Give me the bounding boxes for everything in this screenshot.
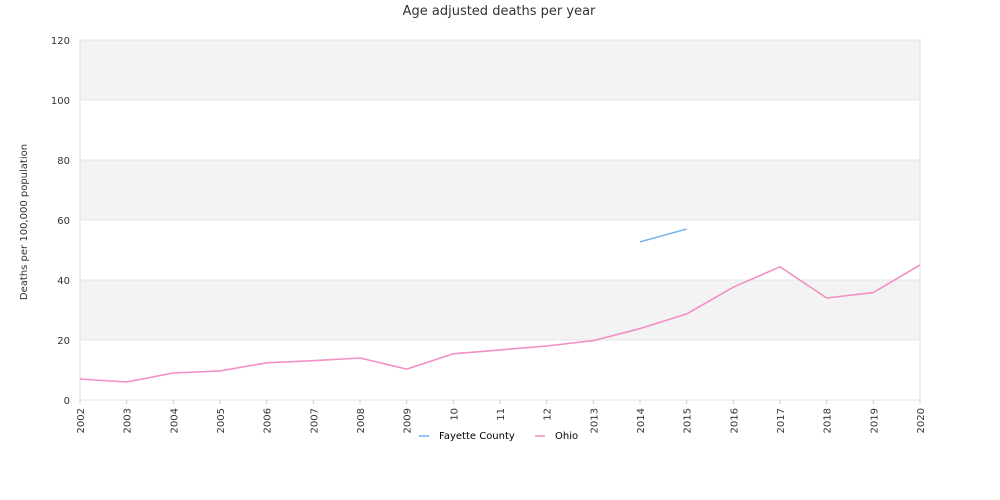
grid-band xyxy=(80,280,920,340)
series-line-ohio xyxy=(79,264,921,383)
grid-band xyxy=(80,40,920,100)
legend: Fayette County Ohio xyxy=(419,431,578,442)
x-tick-label: 2016 xyxy=(729,408,740,433)
y-tick-label: 20 xyxy=(57,336,70,347)
x-tick-label: 2008 xyxy=(356,408,367,433)
legend-label: Fayette County xyxy=(439,431,515,442)
x-tick-label: 2017 xyxy=(776,408,787,433)
grid-band xyxy=(80,100,920,160)
x-tick-label: 2002 xyxy=(76,408,87,433)
x-tick-label: 2005 xyxy=(216,408,227,433)
series-group xyxy=(79,228,921,383)
y-tick-label: 80 xyxy=(57,156,70,167)
y-axis-ticks: 0 20 40 60 80 100 120 xyxy=(51,36,70,407)
x-tick-label: 2013 xyxy=(589,408,600,433)
x-tick-label: 2003 xyxy=(123,408,134,433)
grid-bands xyxy=(80,40,920,400)
grid-band xyxy=(80,220,920,280)
legend-label: Ohio xyxy=(555,431,578,442)
x-tick-label: 11 xyxy=(496,408,507,421)
y-tick-label: 100 xyxy=(51,96,70,107)
x-tick-label: 2014 xyxy=(636,408,647,433)
x-axis-ticks: 2002 2003 2004 2005 2006 2007 2008 2009 10 11 12 20… xyxy=(76,400,927,433)
grid-band xyxy=(80,340,920,400)
y-tick-label: 120 xyxy=(51,36,70,47)
x-tick-label: 2006 xyxy=(263,408,274,433)
x-tick-label: 12 xyxy=(543,408,554,421)
y-axis-label: Deaths per 100,000 population xyxy=(19,144,30,300)
y-tick-label: 40 xyxy=(57,276,70,287)
x-tick-label: 2019 xyxy=(869,408,880,433)
x-tick-label: 2018 xyxy=(823,408,834,433)
x-tick-label: 2007 xyxy=(309,408,320,433)
grid-band xyxy=(80,160,920,220)
x-tick-label: 2020 xyxy=(916,408,927,433)
x-tick-label: 2015 xyxy=(683,408,694,433)
chart-title: Age adjusted deaths per year xyxy=(403,4,596,19)
series-line-fayette-county xyxy=(639,228,687,243)
x-tick-label: 2004 xyxy=(169,408,180,433)
x-tick-label: 10 xyxy=(449,408,460,421)
x-tick-label: 2009 xyxy=(403,408,414,433)
y-tick-label: 0 xyxy=(64,396,70,407)
y-tick-label: 60 xyxy=(57,216,70,227)
